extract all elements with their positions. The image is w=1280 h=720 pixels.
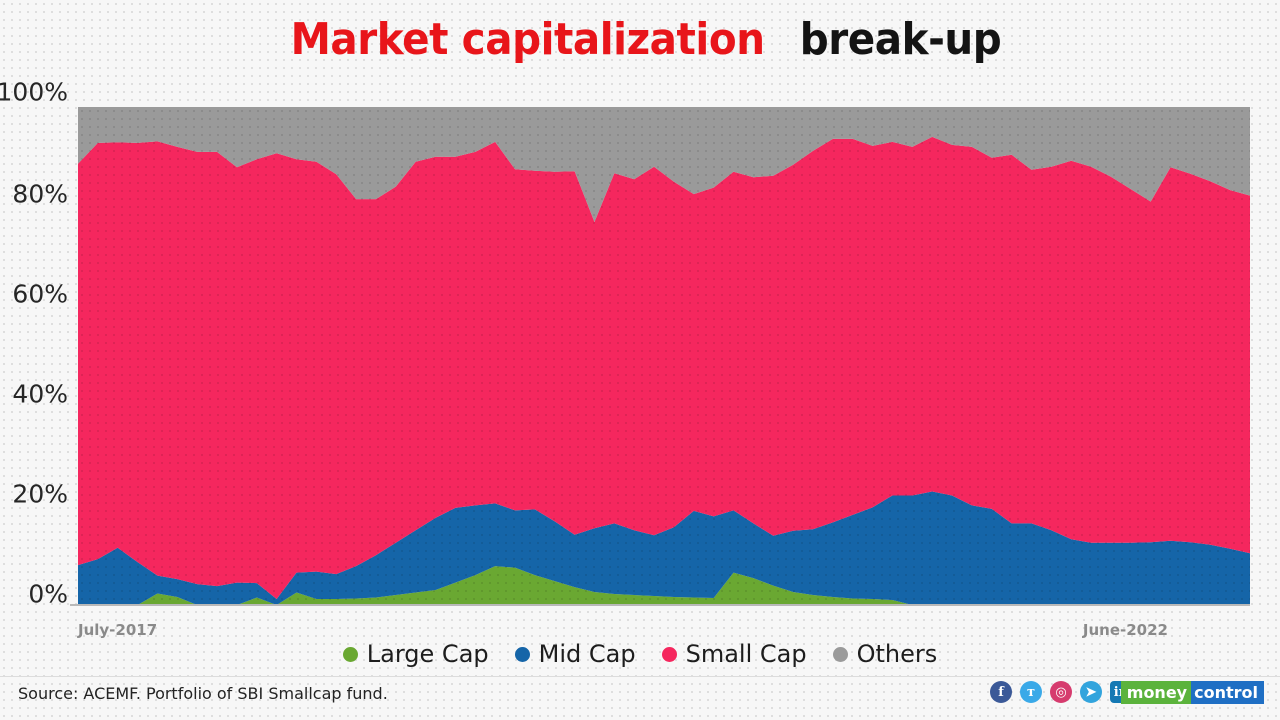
y-axis-tick-80: 80% (12, 179, 68, 209)
x-axis-start-label: July-2017 (78, 621, 158, 639)
legend-dot-icon (514, 646, 530, 662)
y-axis: 0% 20% 40% 60% 80% 100% (0, 0, 78, 720)
y-axis-tick-20: 20% (12, 479, 68, 509)
instagram-icon[interactable]: ◎ (1050, 681, 1072, 703)
legend-label: Small Cap (685, 640, 807, 668)
y-axis-tick-0: 0% (28, 579, 68, 609)
y-axis-tick-40: 40% (12, 379, 68, 409)
legend-item-mid-cap[interactable]: Mid Cap (514, 640, 636, 668)
chart-plot-svg (78, 107, 1250, 605)
facebook-icon[interactable]: f (990, 681, 1012, 703)
area-band-small-cap (78, 136, 1250, 600)
legend-label: Large Cap (366, 640, 489, 668)
source-note: Source: ACEMF. Portfolio of SBI Smallcap… (18, 684, 388, 703)
legend-dot-icon (832, 646, 848, 662)
legend-label: Others (856, 640, 938, 668)
y-axis-tick-100: 100% (0, 77, 68, 107)
x-axis-end-label: June-2022 (1082, 621, 1168, 639)
page-title: Market capitalization break-up (0, 14, 1280, 65)
area-band-others (78, 107, 1250, 223)
moneycontrol-logo[interactable]: money control (1120, 681, 1264, 704)
legend-item-others[interactable]: Others (832, 640, 938, 668)
legend-dot-icon (342, 646, 358, 662)
area-band-large-cap (78, 566, 1250, 605)
telegram-icon[interactable]: ➤ (1080, 681, 1102, 703)
y-axis-tick-60: 60% (12, 279, 68, 309)
x-axis-line (70, 604, 1250, 606)
twitter-icon[interactable]: ᴛ (1020, 681, 1042, 703)
legend-item-small-cap[interactable]: Small Cap (661, 640, 807, 668)
area-band-mid-cap (78, 491, 1250, 605)
brand-control-text: control (1191, 681, 1264, 704)
chart-legend: Large Cap Mid Cap Small Cap Others (0, 640, 1280, 668)
stacked-area-chart (78, 107, 1250, 605)
brand-money-text: money (1120, 681, 1192, 704)
social-links: f ᴛ ◎ ➤ in (990, 681, 1132, 703)
legend-dot-icon (661, 646, 677, 662)
legend-label: Mid Cap (538, 640, 636, 668)
page-title-rest: break-up (799, 14, 1001, 65)
page-title-highlight: Market capitalization (290, 14, 765, 65)
legend-item-large-cap[interactable]: Large Cap (342, 640, 489, 668)
footer-divider (0, 676, 1280, 677)
